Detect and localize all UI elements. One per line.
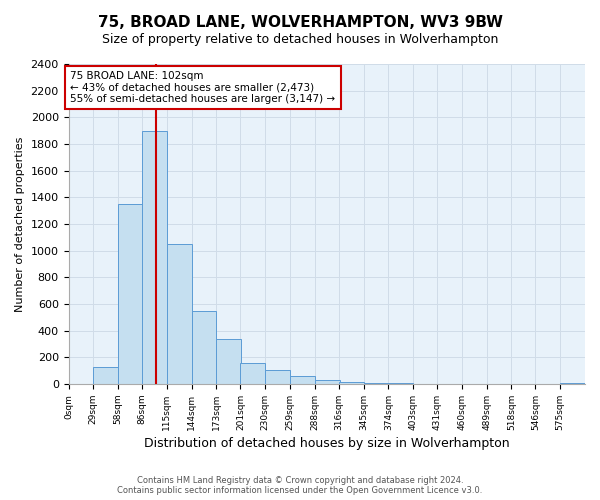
X-axis label: Distribution of detached houses by size in Wolverhampton: Distribution of detached houses by size … <box>144 437 509 450</box>
Text: 75, BROAD LANE, WOLVERHAMPTON, WV3 9BW: 75, BROAD LANE, WOLVERHAMPTON, WV3 9BW <box>97 15 503 30</box>
Text: Size of property relative to detached houses in Wolverhampton: Size of property relative to detached ho… <box>102 32 498 46</box>
Bar <box>142 130 167 384</box>
Bar <box>339 382 364 384</box>
Bar <box>94 368 118 384</box>
Bar <box>290 376 315 384</box>
Text: 75 BROAD LANE: 102sqm
← 43% of detached houses are smaller (2,473)
55% of semi-d: 75 BROAD LANE: 102sqm ← 43% of detached … <box>70 71 335 104</box>
Bar <box>241 362 265 384</box>
Bar <box>364 383 388 384</box>
Y-axis label: Number of detached properties: Number of detached properties <box>15 136 25 312</box>
Text: Contains HM Land Registry data © Crown copyright and database right 2024.
Contai: Contains HM Land Registry data © Crown c… <box>118 476 482 495</box>
Bar <box>217 340 241 384</box>
Bar <box>315 380 340 384</box>
Bar <box>265 370 290 384</box>
Bar <box>191 310 217 384</box>
Bar <box>167 244 191 384</box>
Bar <box>118 204 143 384</box>
